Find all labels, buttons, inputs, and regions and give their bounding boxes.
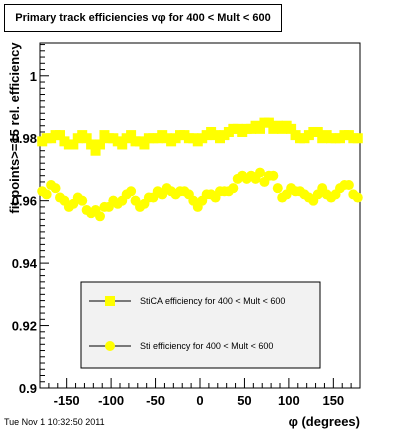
x-tick-label: 50 xyxy=(237,393,251,408)
timestamp: Tue Nov 1 10:32:50 2011 xyxy=(4,417,105,427)
y-tick-label: 0.98 xyxy=(12,131,37,146)
legend-box xyxy=(80,281,321,369)
y-tick-label: 0.94 xyxy=(12,256,38,271)
chart-title: Primary track efficiencies vφ for 400 < … xyxy=(4,4,282,32)
y-axis-label: fit points>=15 rel. efficiency xyxy=(7,42,22,214)
data-point-stica xyxy=(126,130,137,141)
data-point-sti xyxy=(77,195,88,206)
data-point-stica xyxy=(68,139,79,150)
x-tick-label: 0 xyxy=(196,393,203,408)
y-tick-label: 0.9 xyxy=(19,381,37,396)
data-point-sti xyxy=(41,189,52,200)
data-point-stica xyxy=(117,139,128,150)
legend: StiCA efficiency for 400 < Mult < 600 St… xyxy=(80,281,321,369)
x-axis: -150 -100 -50 0 50 100 150 xyxy=(39,378,361,408)
legend-marker-sti xyxy=(105,341,115,351)
y-tick-label: 0.92 xyxy=(12,319,37,334)
data-point-stica xyxy=(352,133,363,144)
data-layer xyxy=(37,117,363,222)
x-tick-label: -50 xyxy=(146,393,165,408)
data-point-stica xyxy=(255,123,265,134)
data-point-sti xyxy=(126,186,137,197)
data-point-sti xyxy=(352,192,363,203)
x-tick-label: -100 xyxy=(98,393,124,408)
data-point-stica xyxy=(286,123,297,134)
legend-marker-stica xyxy=(105,296,115,306)
data-point-sti xyxy=(255,167,265,178)
x-tick-label: 100 xyxy=(278,393,300,408)
data-point-sti xyxy=(343,180,354,191)
legend-label-sti: Sti efficiency for 400 < Mult < 600 xyxy=(140,341,273,351)
data-point-sti xyxy=(95,211,105,222)
data-point-stica xyxy=(90,145,101,156)
y-tick-label: 0.96 xyxy=(12,194,37,209)
data-point-stica xyxy=(95,139,105,150)
data-point-sti xyxy=(50,183,61,194)
data-point-stica xyxy=(263,117,274,128)
data-point-stica xyxy=(55,130,65,141)
x-tick-label: -150 xyxy=(54,393,80,408)
x-tick-label: 150 xyxy=(322,393,344,408)
data-point-sti xyxy=(272,183,283,194)
y-axis: 0.9 0.92 0.94 0.96 0.98 1 xyxy=(12,44,49,396)
data-point-sti xyxy=(228,183,239,194)
data-point-stica xyxy=(312,126,323,137)
y-tick-label: 1 xyxy=(30,69,37,84)
data-point-stica xyxy=(139,139,150,150)
legend-label-stica: StiCA efficiency for 400 < Mult < 600 xyxy=(140,296,285,306)
x-axis-label: φ (degrees) xyxy=(289,414,360,429)
data-point-sti xyxy=(268,170,279,181)
data-point-stica xyxy=(81,133,92,144)
data-point-stica xyxy=(86,139,97,150)
